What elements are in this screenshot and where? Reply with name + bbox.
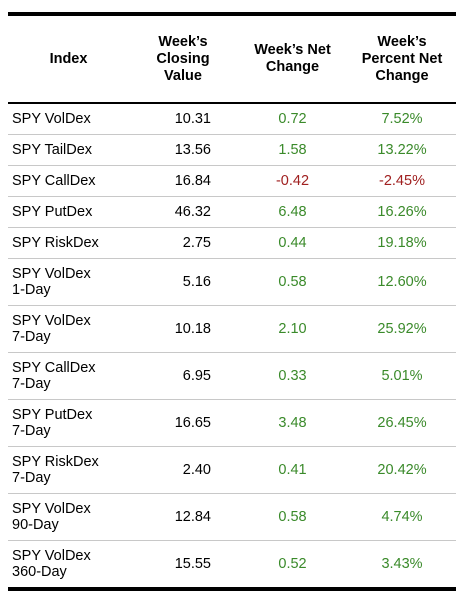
index-name-cell: SPY VolDex 7-Day: [8, 305, 129, 353]
net-change-cell: 0.44: [237, 227, 348, 259]
table-top-rule: [8, 12, 456, 16]
closing-value-cell: 12.84: [129, 493, 237, 541]
table-row: SPY VolDex 1-Day 5.16 0.58 12.60%: [8, 258, 456, 306]
table-row: SPY VolDex 360-Day 15.55 0.52 3.43%: [8, 540, 456, 587]
index-table-container: Index Week’s Closing Value Week’s Net Ch…: [8, 12, 456, 591]
index-name-line2: 90-Day: [12, 517, 59, 533]
index-name-line1: SPY VolDex: [12, 501, 91, 517]
net-change-cell: 0.52: [237, 540, 348, 587]
net-change-cell: 6.48: [237, 196, 348, 228]
index-name-line2: 7-Day: [12, 376, 51, 392]
index-name-line2: 7-Day: [12, 423, 51, 439]
closing-value-cell: 6.95: [129, 352, 237, 400]
closing-value-cell: 15.55: [129, 540, 237, 587]
percent-change-cell: 25.92%: [348, 305, 456, 353]
index-name-cell: SPY TailDex: [8, 134, 129, 166]
index-name-cell: SPY PutDex: [8, 196, 129, 228]
percent-change-cell: 4.74%: [348, 493, 456, 541]
table-row: SPY VolDex 10.31 0.72 7.52%: [8, 104, 456, 135]
index-name-line2: 7-Day: [12, 470, 51, 486]
index-name-line1: SPY VolDex: [12, 548, 91, 564]
percent-change-cell: 7.52%: [381, 111, 423, 127]
index-name-line1: SPY TailDex: [12, 142, 93, 158]
index-name-cell: SPY PutDex 7-Day: [8, 399, 129, 447]
table-bottom-rule: [8, 587, 456, 591]
index-name-line1: SPY CallDex: [12, 360, 96, 376]
header-net-change: Week’s Net Change: [254, 42, 331, 75]
table-row: SPY RiskDex 7-Day 2.40 0.41 20.42%: [8, 446, 456, 494]
closing-value-cell: 13.56: [129, 134, 237, 166]
closing-value-cell: 2.75: [129, 227, 237, 259]
index-name-cell: SPY VolDex 90-Day: [8, 493, 129, 541]
index-name-line1: SPY PutDex: [12, 407, 93, 423]
index-name-line2: 7-Day: [12, 329, 51, 345]
percent-change-cell: 3.43%: [348, 540, 456, 587]
header-rule: [8, 102, 456, 104]
header-closing-value: Week’s Closing Value: [156, 33, 210, 84]
net-change-cell: 2.10: [237, 305, 348, 353]
index-name-line1: SPY PutDex: [12, 204, 93, 220]
index-name-cell: SPY RiskDex: [8, 227, 129, 259]
table-row: SPY PutDex 7-Day 16.65 3.48 26.45%: [8, 399, 456, 447]
table-row: SPY CallDex 7-Day 6.95 0.33 5.01%: [8, 352, 456, 400]
closing-value-cell: 16.65: [129, 399, 237, 447]
table-row: SPY RiskDex 2.75 0.44 19.18%: [8, 227, 456, 259]
table-row: SPY VolDex 90-Day 12.84 0.58 4.74%: [8, 493, 456, 541]
index-name-line2: 360-Day: [12, 564, 67, 580]
table-row: SPY TailDex 13.56 1.58 13.22%: [8, 134, 456, 166]
index-name-cell: SPY VolDex: [8, 104, 129, 135]
percent-change-cell: 16.26%: [348, 196, 456, 228]
index-name-cell: SPY CallDex 7-Day: [8, 352, 129, 400]
index-table: Index Week’s Closing Value Week’s Net Ch…: [8, 16, 456, 102]
closing-value-cell: 2.40: [129, 446, 237, 494]
percent-change-cell: 5.01%: [348, 352, 456, 400]
index-name-line1: SPY RiskDex: [12, 235, 99, 251]
closing-value-cell: 5.16: [129, 258, 237, 306]
table-row: SPY PutDex 46.32 6.48 16.26%: [8, 196, 456, 228]
net-change-cell: -0.42: [237, 165, 348, 197]
closing-value-cell: 46.32: [129, 196, 237, 228]
net-change-cell: 1.58: [237, 134, 348, 166]
index-name-line1: SPY VolDex: [12, 266, 91, 282]
net-change-cell: 0.72: [278, 111, 307, 127]
index-name-cell: SPY VolDex 360-Day: [8, 540, 129, 587]
index-name-line1: SPY RiskDex: [12, 454, 99, 470]
closing-value-cell: 10.18: [129, 305, 237, 353]
closing-value-cell: 10.31: [174, 111, 211, 127]
net-change-cell: 3.48: [237, 399, 348, 447]
index-name-line1: SPY VolDex: [12, 313, 91, 329]
index-name-cell: SPY CallDex: [8, 165, 129, 197]
closing-value-cell: 16.84: [129, 165, 237, 197]
header-percent-net-change: Week’s Percent Net Change: [361, 33, 443, 84]
percent-change-cell: -2.45%: [348, 165, 456, 197]
percent-change-cell: 13.22%: [348, 134, 456, 166]
index-table-body: SPY VolDex 10.31 0.72 7.52% SPY TailDex 13.56…: [8, 104, 456, 587]
percent-change-cell: 20.42%: [348, 446, 456, 494]
table-row: SPY VolDex 7-Day 10.18 2.10 25.92%: [8, 305, 456, 353]
index-name-cell: SPY VolDex 1-Day: [8, 258, 129, 306]
index-name-line1: SPY CallDex: [12, 173, 96, 189]
percent-change-cell: 19.18%: [348, 227, 456, 259]
net-change-cell: 0.58: [237, 493, 348, 541]
percent-change-cell: 12.60%: [348, 258, 456, 306]
index-name-line2: 1-Day: [12, 282, 51, 298]
index-name-line1: SPY VolDex: [12, 111, 91, 127]
header-row: Index Week’s Closing Value Week’s Net Ch…: [8, 16, 456, 102]
net-change-cell: 0.33: [237, 352, 348, 400]
index-name-cell: SPY RiskDex 7-Day: [8, 446, 129, 494]
net-change-cell: 0.41: [237, 446, 348, 494]
net-change-cell: 0.58: [237, 258, 348, 306]
header-index: Index: [49, 50, 88, 67]
percent-change-cell: 26.45%: [348, 399, 456, 447]
table-row: SPY CallDex 16.84 -0.42 -2.45%: [8, 165, 456, 197]
